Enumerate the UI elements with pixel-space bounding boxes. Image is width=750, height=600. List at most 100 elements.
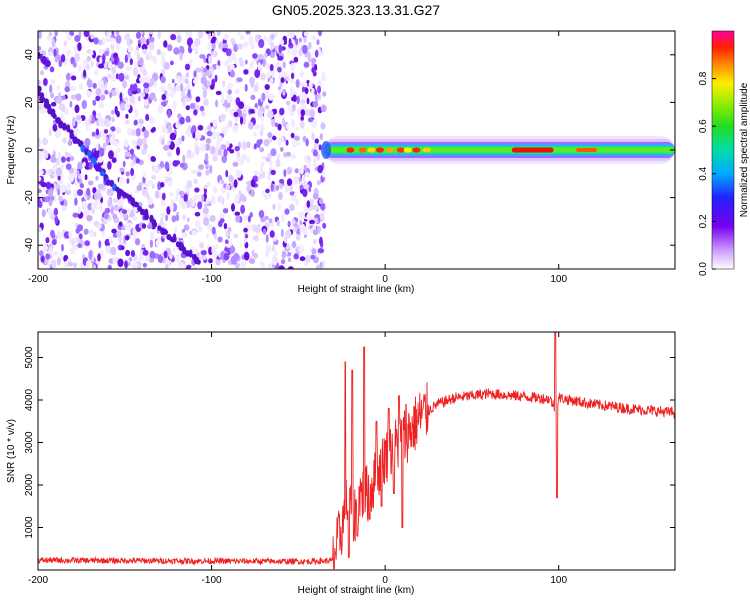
- noise-blob: [291, 240, 297, 249]
- noise-blob: [313, 143, 318, 149]
- noise-blob: [317, 85, 321, 94]
- noise-blob: [84, 240, 90, 246]
- noise-blob: [114, 151, 118, 159]
- noise-blob: [157, 254, 164, 264]
- noise-blob: [264, 104, 270, 110]
- noise-blob: [141, 148, 148, 155]
- noise-blob: [277, 123, 282, 131]
- noise-blob: [284, 208, 290, 215]
- noise-blob: [49, 168, 53, 175]
- noise-blob: [253, 84, 259, 93]
- noise-blob: [111, 109, 115, 115]
- noise-blob: [197, 171, 202, 177]
- noise-blob: [290, 31, 295, 39]
- noise-blob: [177, 113, 182, 119]
- noise-blob: [262, 228, 267, 235]
- noise-blob: [157, 104, 164, 114]
- noise-blob: [246, 156, 250, 163]
- colorbar-label: Normalized spectral amplitude: [739, 82, 750, 217]
- noise-blob: [54, 215, 59, 224]
- noise-blob: [320, 122, 326, 130]
- noise-blob: [212, 50, 218, 58]
- noise-blob: [129, 85, 135, 92]
- noise-blob: [308, 186, 312, 193]
- noise-blob: [122, 80, 128, 89]
- noise-blob: [265, 234, 269, 243]
- noise-blob: [182, 154, 186, 164]
- noise-blob: [290, 153, 297, 160]
- noise-blob: [293, 135, 300, 141]
- noise-blob: [52, 124, 58, 132]
- noise-blob: [303, 36, 307, 43]
- spectrogram-image: [38, 31, 675, 269]
- noise-blob: [139, 76, 143, 82]
- noise-blob: [117, 258, 124, 268]
- noise-blob: [82, 161, 86, 167]
- noise-blob: [136, 184, 142, 191]
- noise-blob: [283, 151, 287, 158]
- noise-blob: [315, 264, 321, 269]
- noise-blob: [280, 258, 286, 265]
- noise-blob: [298, 211, 303, 220]
- noise-blob: [159, 182, 165, 188]
- noise-blob: [125, 119, 130, 125]
- noise-blob: [286, 123, 290, 130]
- noise-blob: [292, 90, 298, 96]
- noise-blob: [52, 163, 58, 173]
- noise-blob: [185, 264, 192, 269]
- noise-blob: [278, 192, 283, 200]
- carrier-hotspot: [367, 147, 376, 153]
- noise-blob: [222, 43, 229, 49]
- noise-blob: [298, 48, 303, 57]
- noise-blob: [142, 249, 149, 256]
- noise-blob: [76, 189, 84, 196]
- noise-blob: [157, 31, 161, 40]
- noise-blob: [300, 115, 305, 121]
- noise-blob: [135, 238, 141, 246]
- noise-blob: [141, 137, 147, 145]
- trace-blob: [133, 201, 139, 208]
- noise-blob: [42, 244, 49, 253]
- noise-blob: [285, 139, 289, 146]
- noise-blob: [227, 89, 232, 95]
- noise-blob: [66, 182, 71, 192]
- noise-blob: [295, 198, 300, 206]
- snr-line-area: [38, 332, 675, 570]
- noise-blob: [294, 168, 299, 174]
- noise-blob: [191, 230, 197, 236]
- noise-blob: [112, 198, 119, 203]
- noise-blob: [289, 110, 295, 117]
- noise-blob: [111, 228, 117, 234]
- noise-blob: [287, 47, 291, 56]
- noise-blob: [310, 254, 316, 260]
- noise-blob: [211, 42, 216, 50]
- noise-blob: [167, 151, 172, 157]
- noise-blob: [183, 224, 190, 231]
- noise-blob: [122, 160, 126, 168]
- noise-blob: [68, 173, 75, 183]
- colorbar-tick-label: 0.6: [698, 119, 709, 133]
- noise-blob: [114, 204, 119, 212]
- noise-blob: [200, 76, 207, 85]
- noise-blob: [103, 212, 109, 220]
- noise-blob: [127, 45, 134, 54]
- noise-blob: [56, 96, 63, 104]
- noise-blob: [254, 124, 260, 130]
- noise-blob: [206, 130, 213, 137]
- noise-blob: [57, 151, 62, 161]
- noise-blob: [174, 31, 182, 35]
- noise-blob: [318, 144, 322, 151]
- noise-blob: [72, 116, 77, 124]
- noise-blob: [253, 224, 256, 233]
- noise-blob: [160, 51, 165, 60]
- noise-blob: [270, 33, 275, 40]
- noise-blob: [125, 171, 130, 177]
- noise-blob: [127, 261, 131, 267]
- noise-blob: [141, 223, 147, 229]
- noise-blob: [245, 59, 248, 65]
- noise-blob: [243, 227, 248, 233]
- noise-blob: [170, 198, 175, 204]
- carrier-hotspot: [576, 148, 597, 152]
- noise-blob: [211, 226, 216, 235]
